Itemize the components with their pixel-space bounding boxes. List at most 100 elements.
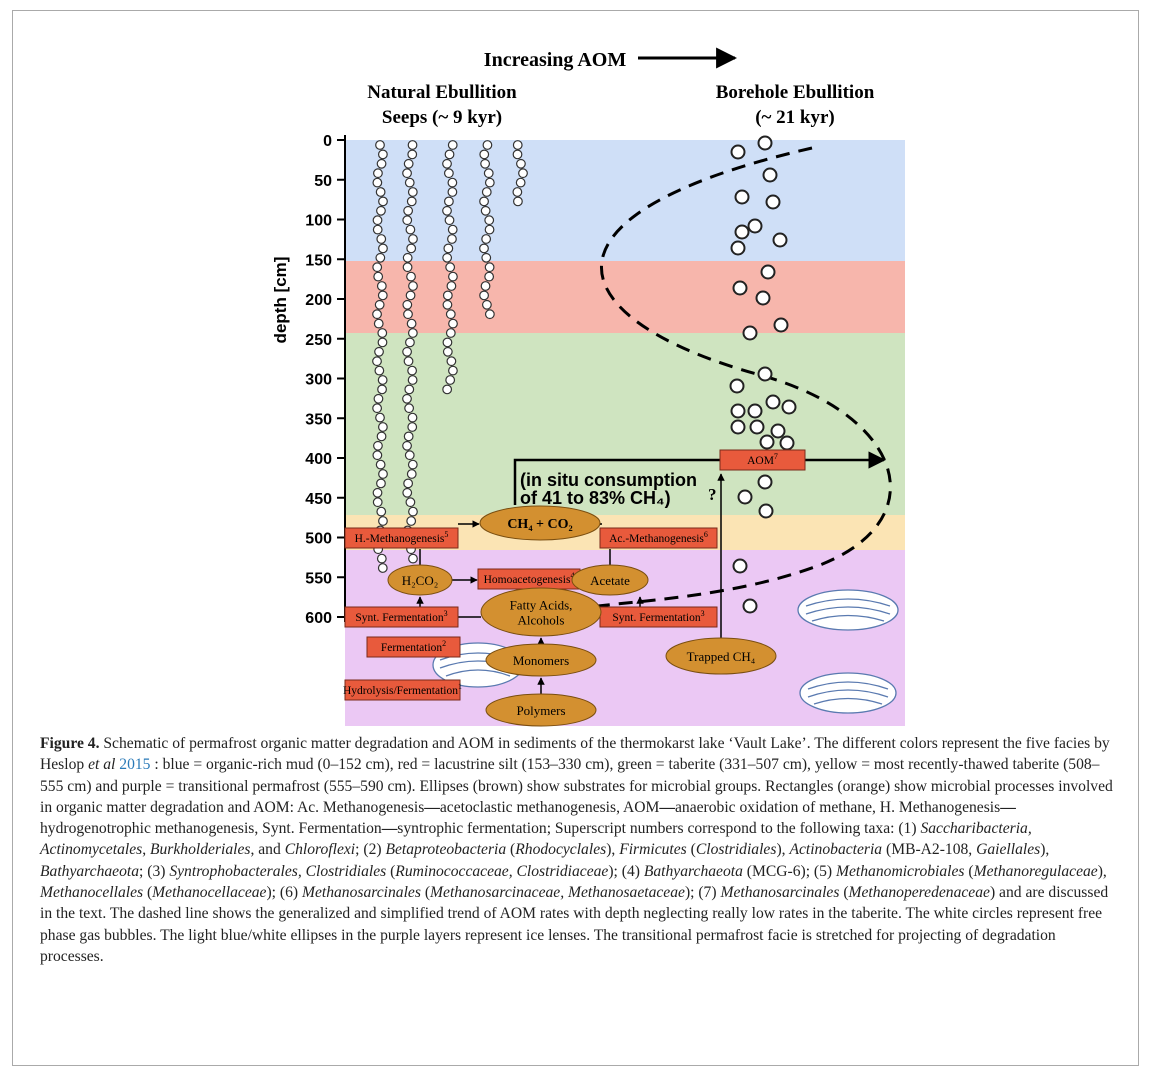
bubble [448,225,457,234]
bubble [449,319,458,328]
bubble [444,291,453,300]
caption-run: et al [88,756,115,773]
y-tick-label: 500 [305,531,332,548]
caption-run: ( [506,841,515,858]
bubble [761,436,774,449]
bubble [408,423,417,432]
caption-run: Clostridiales [696,841,777,858]
bubble [376,460,385,469]
bubble [379,517,388,526]
caption-run: Chloroflexi [285,841,355,858]
bubble [379,423,388,432]
band-blue [345,140,905,261]
bubble [514,197,523,206]
process-label: Fermentation2 [381,639,446,654]
bubble [513,141,522,150]
caption-run: ), [1098,863,1107,880]
column-header: Seeps (~ 9 kyr) [382,107,502,128]
caption-run: Methanomicrobiales [836,863,964,880]
bubble [403,216,412,225]
y-tick-label: 50 [314,173,332,190]
bubble [407,470,416,479]
caption-run: ), [1040,841,1049,858]
bubble [519,169,528,178]
bubble [517,160,526,169]
bubble [736,191,749,204]
caption-run: Syntrophobacterales, Clostridiales [169,863,386,880]
bubble [373,216,382,225]
bubble [759,476,772,489]
question-mark: ? [708,485,717,504]
bubble [757,292,770,305]
bubble [481,160,490,169]
caption-run: ); (4) [608,863,644,880]
bubble [403,263,412,272]
bubble [409,282,418,291]
bubble [749,220,762,233]
caption-run: ( [386,863,395,880]
bubble [377,207,386,216]
bubble [483,141,492,150]
bubble [378,376,387,385]
bubble [764,169,777,182]
bubble [448,141,457,150]
y-tick-label: 0 [323,133,332,150]
bubble [744,600,757,613]
caption-run: acetoclastic methanogenesis, AOM [440,799,660,816]
bubble [485,263,494,272]
bubble [405,385,414,394]
bubble [481,282,490,291]
bubble [379,197,388,206]
bubble [736,226,749,239]
bubble [744,327,757,340]
bubble [486,310,495,319]
caption-run[interactable]: 2015 [119,756,150,773]
caption-run: Methanosarcinales [302,884,421,901]
bubble [760,505,773,518]
bubble [485,216,494,225]
y-tick-label: 100 [305,213,332,230]
bubble [378,385,387,394]
y-tick-label: 550 [305,570,332,587]
bubble [732,405,745,418]
bubble [781,437,794,450]
bubble [732,421,745,434]
bubble [513,188,522,197]
bubble [485,272,494,281]
caption: Figure 4. Schematic of permafrost organi… [40,733,1115,967]
bubble [767,196,780,209]
bubble [378,329,387,338]
process-text: Synt. Fermentation [355,612,443,624]
figure: Increasing AOM depth [cm] [0,0,1153,732]
bubble [446,310,455,319]
process-label: AOM7 [747,452,778,467]
bubble [783,401,796,414]
bubble [443,160,452,169]
bubble [407,319,416,328]
bubble [375,366,384,375]
process-label: Synt. Fermentation3 [612,609,704,624]
column-header: Borehole Ebullition [716,82,875,103]
bubble [378,554,387,563]
caption-run: ; (3) [139,863,169,880]
bubble [374,319,383,328]
process-superscript: 7 [774,452,778,461]
bubble [482,188,491,197]
bubble [373,451,382,460]
caption-run: Ruminococcaceae, Clostridiaceae [395,863,608,880]
bubble [373,404,382,413]
page: Increasing AOM depth [cm] [0,0,1153,1086]
bubble [409,235,418,244]
bubble [445,197,454,206]
caption-run: Gaiellales [976,841,1040,858]
bubble [374,169,383,178]
bubble [759,368,772,381]
bubble [375,348,384,357]
caption-run: hydrogenotrophic methanogenesis, Synt. F… [40,820,382,837]
caption-run: ; (2) [355,841,385,858]
y-axis-label: depth [cm] [271,257,290,344]
bubble [480,197,489,206]
substrate-label: Acetate [590,573,630,588]
y-tick-label: 450 [305,491,332,508]
bubble [444,348,453,357]
